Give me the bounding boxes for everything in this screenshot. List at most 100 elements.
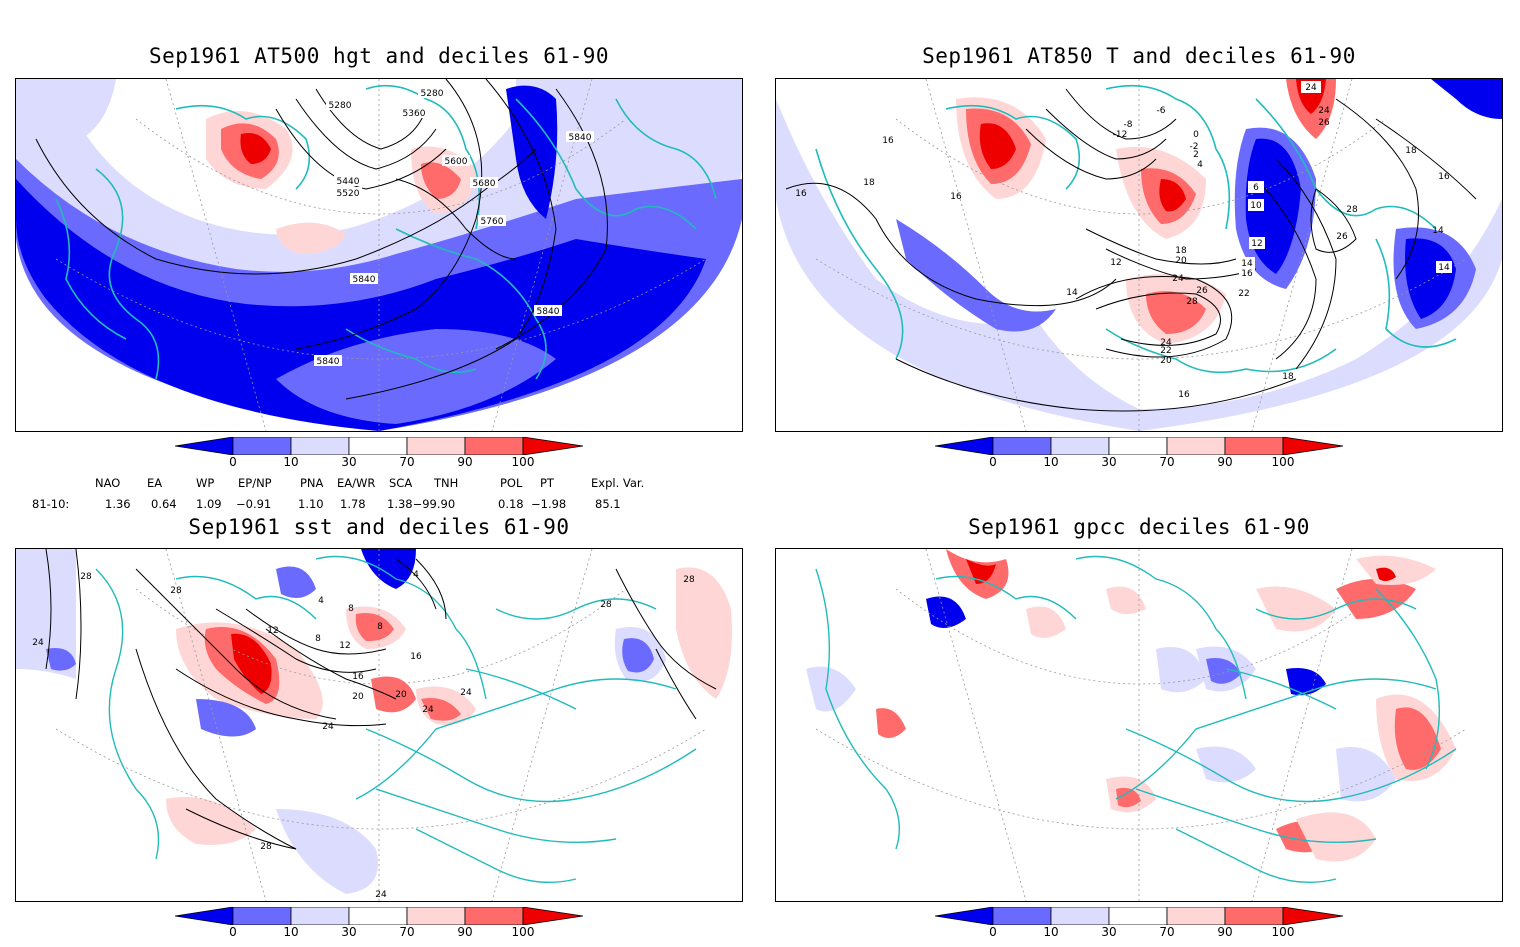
contour-label: 16 [1239,267,1255,279]
svg-text:26: 26 [1336,232,1348,242]
colorbar-tick: 70 [399,455,415,469]
svg-text:18: 18 [1282,372,1294,382]
contour-label: 28 [1186,297,1198,307]
shade-light-blue-west [16,549,76,679]
contour-label: 14 [1432,226,1444,236]
contour-label: 16 [410,652,422,662]
colorbar-top-left: 0 10 30 70 90 100 [174,436,595,477]
svg-text:5520: 5520 [337,189,360,199]
index-value: 1.09 [196,497,222,511]
svg-text:16: 16 [795,189,807,199]
contour-label: 16 [1178,390,1190,400]
contour-label: 12 [1249,237,1265,249]
contour-label: 6 [1248,181,1264,193]
index-header: POL [500,476,523,490]
svg-text:5280: 5280 [421,89,444,99]
panel-title-top-left: Sep1961 AT500 hgt and deciles 61-90 [148,44,609,68]
shade-red-4 [421,698,461,721]
contour-label: 28 [260,842,272,852]
contour-label: 18 [1405,146,1417,156]
contour-label: 16 [950,192,962,202]
index-header-row: NAO EA WP EP/NP PNA EA/WR SCA TNH POL PT… [0,476,760,490]
contour-label: 5840 [566,131,594,143]
contour-label: 8 [377,622,383,632]
colorbar-bottom-left: 0 10 30 70 90 100 [174,906,595,947]
svg-text:5440: 5440 [337,177,360,187]
contour-label: 5520 [334,187,362,199]
contour-label: 5760 [478,215,506,227]
contour-label: 26 [1196,286,1208,296]
colorbar-tick: 90 [457,925,473,939]
svg-text:14: 14 [1241,259,1253,269]
contour-label: 14 [1239,257,1255,269]
svg-text:5760: 5760 [481,217,504,227]
index-header: TNH [434,476,459,490]
svg-text:16: 16 [1241,269,1253,279]
contour-label: 16 [1438,172,1450,182]
contour-label: 28 [80,572,92,582]
index-header: NAO [95,476,121,490]
index-value: 1.36 [105,497,131,511]
contour-label: -6 [1157,106,1166,116]
colorbar-tick: 10 [283,455,299,469]
index-value: 85.1 [595,497,621,511]
contour-label: -2 [1190,142,1199,152]
colorbar-tick: 100 [1271,925,1295,939]
shade-deepred-1 [231,633,272,694]
shade-red-3 [371,676,416,713]
colorbar-tick: 30 [1101,455,1117,469]
map-bottom-left: 28 24 28 4 8 4 12 8 8 12 16 16 20 20 24 … [15,548,743,902]
contour-label: 2 [1193,150,1199,160]
svg-text:26: 26 [1318,118,1330,128]
contour-label: 24 [1301,81,1321,93]
contour-label: -12 [1113,130,1128,140]
shade-deepblue-2 [1405,238,1456,319]
panel-title-bottom-left: Sep1961 sst and deciles 61-90 [188,515,570,539]
svg-text:26: 26 [1196,286,1208,296]
precip-anomaly-patches [806,549,1456,862]
svg-text:5280: 5280 [329,101,352,111]
contour-label: 18 [1175,246,1187,256]
contour-label: 22 [1160,346,1171,356]
svg-text:4: 4 [1197,160,1203,170]
svg-text:5840: 5840 [569,133,592,143]
index-header: Expl. Var. [591,476,645,490]
contour-label: 12 [1110,258,1121,268]
svg-text:-12: -12 [1113,130,1128,140]
svg-text:-2: -2 [1190,142,1199,152]
shade-light-top [35,79,116,149]
shade-deepblue-3 [1431,79,1502,119]
svg-text:20: 20 [1160,356,1172,366]
svg-text:24: 24 [1160,338,1172,348]
index-header: EA/WR [337,476,376,490]
contour-label: 4 [413,570,419,580]
contour-label: 16 [352,672,364,682]
shade-blue-nw [276,566,316,598]
index-value: 1.10 [298,497,324,511]
shade-blue-w [46,648,76,671]
index-value: 1.38−99.90 [387,497,456,511]
svg-text:5680: 5680 [473,179,496,189]
svg-text:12: 12 [1110,258,1121,268]
contour-label: 24 [32,638,44,648]
colorbar-tick: 0 [989,925,997,939]
contour-label: 12 [339,641,350,651]
svg-text:10: 10 [1250,201,1262,211]
colorbar-tick: 10 [1043,455,1059,469]
colorbar-tick: 90 [457,455,473,469]
index-value: −1.98 [531,497,567,511]
map-bottom-right [775,548,1503,902]
svg-text:16: 16 [882,136,894,146]
shade-pink-east [676,567,732,699]
contour-label: 24 [422,705,434,715]
contour-label: 28 [1346,205,1358,215]
colorbar-tick: 10 [1043,925,1059,939]
index-value: 0.64 [151,497,177,511]
contour-label: 16 [882,136,894,146]
shade-deepblue-n [361,549,416,589]
contour-label: 28 [600,600,612,610]
shade-red-2 [421,162,461,199]
contour-label: 5840 [350,273,378,285]
svg-text:6: 6 [1253,183,1259,193]
svg-text:-6: -6 [1157,106,1166,116]
